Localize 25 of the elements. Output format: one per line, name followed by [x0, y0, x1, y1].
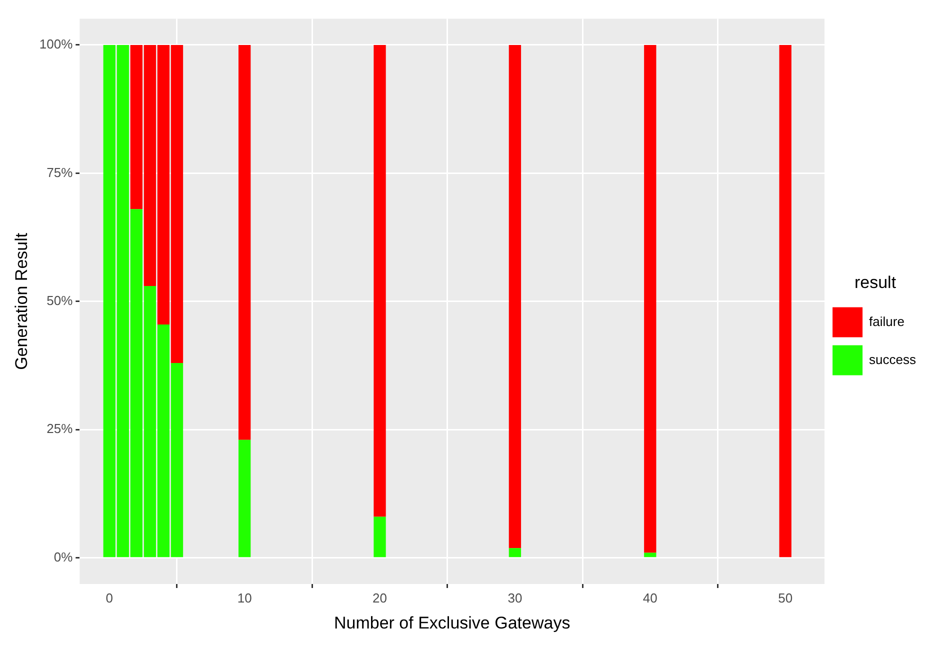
x-tick-label: 30: [508, 590, 522, 606]
bar: [508, 548, 522, 558]
x-tick-label: 10: [237, 590, 252, 606]
y-axis-title: Generation Result: [12, 232, 31, 370]
x-tick-label: 40: [642, 590, 658, 606]
legend-label: failure: [869, 314, 904, 329]
x-tick-label: 20: [372, 590, 388, 606]
bar: [238, 44, 251, 440]
legend-label: success: [869, 352, 916, 367]
x-tick-label: 0: [106, 590, 114, 606]
legend-title: result: [854, 272, 896, 292]
y-tick-label: 100%: [39, 36, 74, 52]
bar: [374, 44, 386, 517]
y-tick-label: 50%: [46, 292, 74, 308]
x-axis-title: Number of Exclusive Gateways: [334, 613, 570, 632]
y-tick-label: 75%: [46, 164, 74, 180]
y-tick-label: 0%: [54, 549, 74, 564]
bar: [238, 440, 251, 558]
bar: [508, 44, 522, 548]
bar: [779, 44, 792, 558]
bar: [374, 516, 386, 558]
y-tick-label: 25%: [46, 421, 74, 436]
bar: [644, 44, 656, 553]
bar: [644, 552, 656, 558]
x-tick-label: 50: [778, 590, 793, 606]
